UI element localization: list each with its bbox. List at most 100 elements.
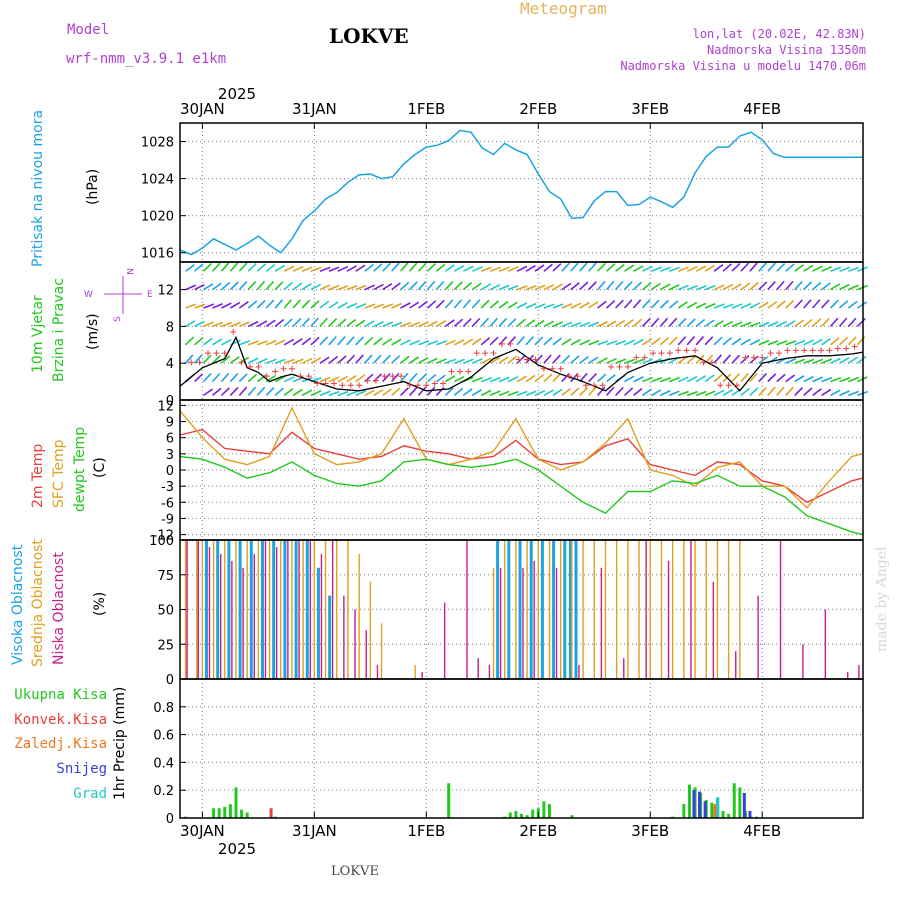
wind-barb	[435, 319, 447, 328]
wind-barb	[660, 377, 671, 383]
date-label-bottom: 4FEB	[743, 822, 781, 840]
wind-barb	[856, 355, 867, 364]
wind-barb	[265, 299, 275, 309]
wind-barb	[507, 266, 519, 272]
wind-barb	[301, 389, 313, 397]
precip-frame	[179, 678, 864, 819]
wind-barb	[668, 390, 680, 397]
wind-barb	[695, 318, 706, 328]
gust-marker	[364, 377, 371, 384]
wind-barb	[328, 301, 339, 309]
wind-barb	[328, 336, 337, 346]
gust-marker	[507, 340, 514, 347]
wind-barb	[704, 284, 716, 291]
wind-barb	[283, 376, 295, 383]
total-precip-bar	[547, 804, 551, 818]
temp2m-label: 2m Temp	[30, 444, 46, 508]
total-precip-bar	[531, 809, 535, 818]
wind-barb	[247, 280, 257, 291]
gust-marker	[616, 363, 623, 370]
wind-barb	[570, 321, 582, 328]
frz-precip-bar	[713, 804, 717, 818]
wind-barb	[220, 387, 230, 396]
wind-barb	[498, 376, 510, 383]
total-precip-bar	[447, 783, 451, 818]
wind-barb	[382, 321, 394, 328]
cloud-ytick-label: 0	[166, 673, 174, 688]
gust-marker	[683, 347, 690, 354]
wind-barb	[301, 266, 313, 272]
wind-barb	[838, 317, 848, 327]
wind-barb	[498, 356, 509, 364]
wind-barb	[803, 281, 813, 291]
wind-barb	[427, 357, 438, 364]
wind-barb	[212, 321, 224, 328]
wind-barb	[794, 339, 806, 346]
wind-barb	[274, 387, 284, 396]
wind-barb	[480, 317, 490, 327]
wind-barb	[597, 280, 606, 291]
wind-barb	[633, 265, 644, 272]
wind-barb	[731, 321, 743, 328]
gust-marker	[700, 359, 707, 366]
temp-ytick-label: 3	[166, 448, 174, 463]
gust-marker	[305, 373, 312, 380]
wind-barb	[785, 386, 794, 396]
wind-barb	[391, 282, 401, 291]
wind-barb	[507, 355, 518, 364]
compass-s: S	[113, 316, 123, 322]
wind-barb	[471, 337, 482, 346]
wind-barb	[462, 281, 473, 291]
wind-barb	[382, 303, 394, 309]
wind-barb	[597, 386, 606, 396]
wind-barb	[749, 281, 759, 291]
wind-barb	[606, 340, 618, 346]
gust-marker	[851, 343, 858, 350]
wind-barb	[427, 320, 438, 328]
wind-barb	[184, 354, 194, 364]
gust-marker	[263, 373, 270, 380]
wind-barb	[534, 319, 545, 328]
wind-barb	[256, 358, 268, 364]
gust-marker	[725, 382, 732, 389]
wind-barb	[462, 338, 474, 346]
gust-marker	[591, 382, 598, 389]
wind-barb	[418, 340, 430, 346]
wind-barb	[543, 336, 553, 346]
total-precip-bar	[240, 809, 244, 818]
wind-barb	[803, 387, 813, 397]
gust-marker	[658, 350, 665, 357]
wind-barb	[830, 357, 841, 364]
wind-barb	[454, 358, 465, 364]
wind-barb	[471, 358, 483, 364]
wind-barb	[462, 265, 474, 272]
wind-barb	[408, 373, 418, 383]
wind-barb	[543, 303, 555, 309]
date-label-bottom: 30JAN	[180, 822, 225, 840]
wind-barb	[695, 375, 706, 383]
wind-barb	[740, 354, 750, 364]
wind-barb	[256, 320, 268, 328]
cloud-unit: (%)	[92, 592, 108, 616]
total-precip-bar	[682, 804, 686, 818]
temp-ytick-label: 9	[166, 416, 174, 431]
wind-barb	[391, 302, 402, 309]
gust-marker	[742, 354, 749, 361]
wind-barb	[695, 265, 707, 272]
wind-barb	[462, 388, 473, 397]
wind-barb	[848, 376, 859, 383]
gust-marker	[809, 347, 816, 354]
year-top: 2025	[218, 85, 256, 103]
wind-barb	[355, 284, 367, 291]
wind-barb	[426, 386, 436, 396]
wind-barb	[677, 266, 689, 272]
gust-marker	[272, 368, 279, 375]
wind-barb	[534, 303, 546, 309]
gust-marker	[717, 382, 724, 389]
wind-barb	[561, 338, 572, 346]
wind-barb	[740, 282, 751, 291]
wind-barb	[552, 321, 564, 328]
wind-barb	[812, 358, 824, 364]
gust-marker	[759, 354, 766, 361]
wind-barb	[552, 388, 563, 397]
